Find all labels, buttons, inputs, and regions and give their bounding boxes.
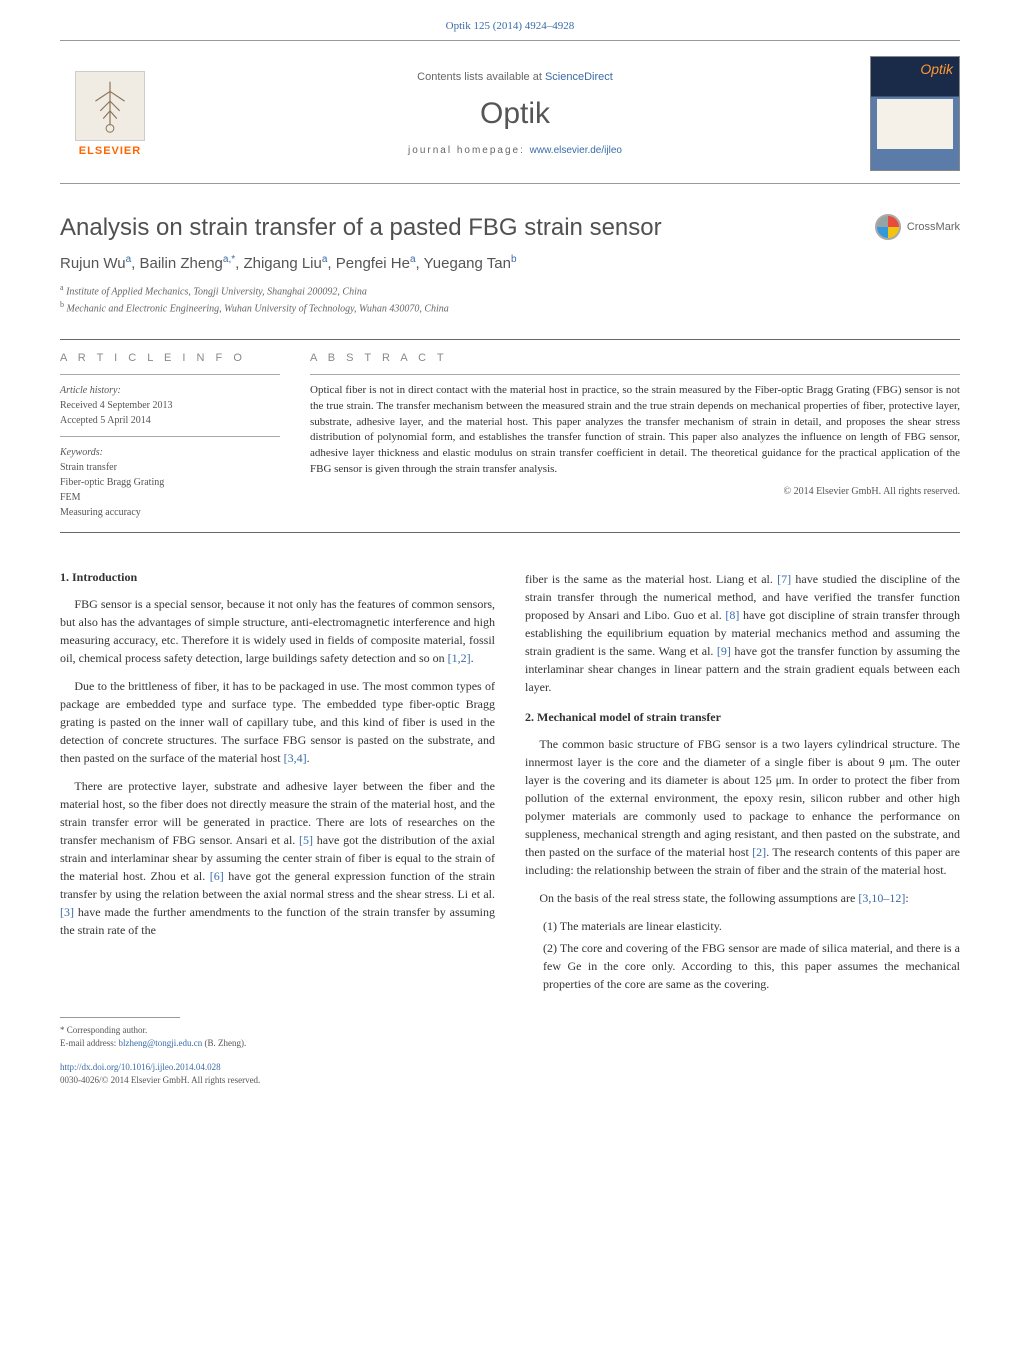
cover-band: [877, 99, 953, 149]
journal-center-block: Contents lists available at ScienceDirec…: [160, 71, 870, 156]
article-title: Analysis on strain transfer of a pasted …: [60, 214, 960, 242]
article-history-block: Article history: Received 4 September 20…: [60, 383, 280, 428]
divider: [60, 374, 280, 375]
abstract-text: Optical fiber is not in direct contact w…: [310, 383, 960, 479]
intro-p3: There are protective layer, substrate an…: [60, 777, 495, 939]
affiliation-a: a Institute of Applied Mechanics, Tongji…: [60, 282, 960, 299]
body-columns: 1. Introduction FBG sensor is a special …: [0, 545, 1020, 997]
affiliation-b: b Mechanic and Electronic Engineering, W…: [60, 299, 960, 316]
assumptions-list: (1) The materials are linear elasticity.…: [525, 917, 960, 993]
received-date: Received 4 September 2013: [60, 398, 280, 413]
crossmark-icon: [875, 214, 901, 240]
abstract-heading: A B S T R A C T: [310, 352, 960, 364]
affiliations: a Institute of Applied Mechanics, Tongji…: [60, 282, 960, 317]
journal-homepage-line: journal homepage: www.elsevier.de/ijleo: [180, 145, 850, 156]
history-label: Article history:: [60, 383, 280, 398]
article-info-column: A R T I C L E I N F O Article history: R…: [60, 352, 280, 520]
mechmodel-p1: The common basic structure of FBG sensor…: [525, 735, 960, 879]
right-column: fiber is the same as the material host. …: [525, 570, 960, 997]
keyword: FEM: [60, 490, 280, 505]
keywords-label: Keywords:: [60, 445, 280, 460]
contents-text: Contents lists available at: [417, 71, 545, 83]
intro-cont-p1: fiber is the same as the material host. …: [525, 570, 960, 696]
divider: [60, 436, 280, 437]
title-section: Analysis on strain transfer of a pasted …: [0, 184, 1020, 327]
issn-line: 0030-4026/© 2014 Elsevier GmbH. All righ…: [60, 1074, 960, 1088]
abstract-copyright: © 2014 Elsevier GmbH. All rights reserve…: [310, 486, 960, 497]
info-abstract-row: A R T I C L E I N F O Article history: R…: [0, 352, 1020, 520]
keyword: Fiber-optic Bragg Grating: [60, 475, 280, 490]
divider: [310, 374, 960, 375]
authors-line: Rujun Wua, Bailin Zhenga,*, Zhigang Liua…: [60, 254, 960, 272]
accepted-date: Accepted 5 April 2014: [60, 413, 280, 428]
citation-link[interactable]: Optik 125 (2014) 4924–4928: [446, 20, 575, 32]
ref-link[interactable]: [3,4]: [284, 751, 307, 765]
list-item: (2) The core and covering of the FBG sen…: [543, 939, 960, 993]
mechmodel-p2: On the basis of the real stress state, t…: [525, 889, 960, 907]
divider: [60, 339, 960, 340]
crossmark-label: CrossMark: [907, 221, 960, 233]
ref-link[interactable]: [5]: [299, 833, 313, 847]
ref-link[interactable]: [7]: [777, 572, 791, 586]
contents-available-line: Contents lists available at ScienceDirec…: [180, 71, 850, 83]
crossmark-badge[interactable]: CrossMark: [875, 214, 960, 240]
corresponding-author: * Corresponding author.: [60, 1024, 960, 1038]
email-link[interactable]: blzheng@tongji.edu.cn: [118, 1038, 202, 1048]
citation-header: Optik 125 (2014) 4924–4928: [0, 0, 1020, 40]
left-column: 1. Introduction FBG sensor is a special …: [60, 570, 495, 997]
elsevier-label: ELSEVIER: [60, 145, 160, 157]
ref-link[interactable]: [3,10–12]: [858, 891, 905, 905]
list-item: (1) The materials are linear elasticity.: [543, 917, 960, 935]
intro-p1: FBG sensor is a special sensor, because …: [60, 595, 495, 667]
keyword: Measuring accuracy: [60, 505, 280, 520]
ref-link[interactable]: [2]: [752, 845, 766, 859]
footnote-divider: [60, 1017, 180, 1018]
cover-title: Optik: [920, 61, 953, 77]
ref-link[interactable]: [9]: [717, 644, 731, 658]
keywords-block: Keywords: Strain transfer Fiber-optic Br…: [60, 445, 280, 520]
section-heading-mechmodel: 2. Mechanical model of strain transfer: [525, 710, 960, 725]
doi-link[interactable]: http://dx.doi.org/10.1016/j.ijleo.2014.0…: [60, 1062, 221, 1072]
article-info-heading: A R T I C L E I N F O: [60, 352, 280, 364]
divider: [60, 532, 960, 533]
ref-link[interactable]: [1,2]: [448, 651, 471, 665]
abstract-column: A B S T R A C T Optical fiber is not in …: [310, 352, 960, 520]
ref-link[interactable]: [3]: [60, 905, 74, 919]
section-heading-intro: 1. Introduction: [60, 570, 495, 585]
homepage-label: journal homepage:: [408, 145, 530, 156]
keyword: Strain transfer: [60, 460, 280, 475]
homepage-link[interactable]: www.elsevier.de/ijleo: [530, 145, 622, 156]
journal-cover-thumbnail: Optik: [870, 56, 960, 171]
intro-p2: Due to the brittleness of fiber, it has …: [60, 677, 495, 767]
footer: http://dx.doi.org/10.1016/j.ijleo.2014.0…: [0, 1051, 1020, 1118]
journal-name: Optik: [180, 97, 850, 131]
footnotes: * Corresponding author. E-mail address: …: [0, 1024, 1020, 1051]
ref-link[interactable]: [6]: [210, 869, 224, 883]
ref-link[interactable]: [8]: [725, 608, 739, 622]
email-line: E-mail address: blzheng@tongji.edu.cn (B…: [60, 1037, 960, 1051]
sciencedirect-link[interactable]: ScienceDirect: [545, 71, 613, 83]
elsevier-logo: ELSEVIER: [60, 71, 160, 157]
journal-header: ELSEVIER Contents lists available at Sci…: [0, 41, 1020, 183]
elsevier-tree-icon: [75, 71, 145, 141]
